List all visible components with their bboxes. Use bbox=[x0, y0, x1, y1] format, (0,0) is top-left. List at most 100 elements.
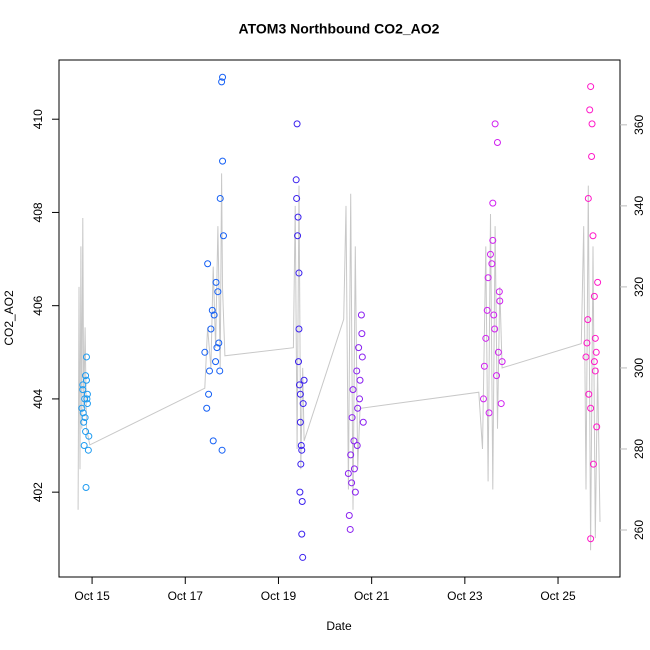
point bbox=[345, 511, 353, 519]
point bbox=[83, 400, 91, 408]
point bbox=[486, 250, 494, 258]
point bbox=[82, 483, 90, 491]
point bbox=[357, 311, 365, 319]
x-tick-label: Oct 17 bbox=[168, 589, 204, 603]
point bbox=[489, 199, 497, 207]
point bbox=[354, 404, 362, 412]
point bbox=[498, 358, 506, 366]
point bbox=[488, 260, 496, 268]
point bbox=[219, 73, 227, 81]
y2-tick-label: 320 bbox=[632, 277, 646, 297]
point bbox=[585, 390, 593, 398]
point bbox=[584, 316, 592, 324]
y-tick-label: 408 bbox=[31, 202, 45, 222]
point bbox=[588, 120, 596, 128]
point bbox=[299, 400, 307, 408]
point bbox=[348, 414, 356, 422]
point bbox=[80, 442, 88, 450]
point bbox=[484, 274, 492, 282]
point bbox=[205, 390, 213, 398]
point bbox=[483, 306, 491, 314]
x-tick-label: Oct 25 bbox=[540, 589, 576, 603]
point bbox=[300, 376, 308, 384]
point bbox=[591, 334, 599, 342]
y2-tick-label: 340 bbox=[632, 196, 646, 216]
point bbox=[350, 437, 358, 445]
point bbox=[489, 236, 497, 244]
point bbox=[584, 194, 592, 202]
x-tick-label: Oct 19 bbox=[261, 589, 297, 603]
point bbox=[294, 213, 302, 221]
point bbox=[347, 451, 355, 459]
y2-tick-label: 300 bbox=[632, 358, 646, 378]
point bbox=[353, 367, 361, 375]
point bbox=[356, 376, 364, 384]
point bbox=[589, 232, 597, 240]
point bbox=[214, 288, 222, 296]
point bbox=[80, 418, 88, 426]
point bbox=[495, 288, 503, 296]
point bbox=[587, 83, 595, 91]
point bbox=[496, 297, 504, 305]
point bbox=[588, 153, 596, 161]
point bbox=[295, 381, 303, 389]
point bbox=[355, 344, 363, 352]
point bbox=[83, 395, 91, 403]
plot-box bbox=[58, 59, 621, 578]
point bbox=[213, 344, 221, 352]
point bbox=[81, 414, 89, 422]
point bbox=[218, 78, 226, 86]
point bbox=[493, 372, 501, 380]
point bbox=[82, 428, 90, 436]
point bbox=[216, 367, 224, 375]
point bbox=[298, 446, 306, 454]
point bbox=[216, 194, 224, 202]
point bbox=[350, 465, 358, 473]
point bbox=[346, 525, 354, 533]
point bbox=[494, 348, 502, 356]
point bbox=[482, 334, 490, 342]
y-tick-label: 406 bbox=[31, 295, 45, 315]
point bbox=[298, 497, 306, 505]
point bbox=[79, 386, 87, 394]
point bbox=[82, 353, 90, 361]
point bbox=[219, 232, 227, 240]
point bbox=[485, 409, 493, 417]
point bbox=[480, 362, 488, 370]
y-tick-label: 410 bbox=[31, 109, 45, 129]
point bbox=[349, 386, 357, 394]
point bbox=[293, 120, 301, 128]
point bbox=[587, 535, 595, 543]
point bbox=[209, 437, 217, 445]
point bbox=[296, 390, 304, 398]
point bbox=[491, 120, 499, 128]
point bbox=[79, 381, 87, 389]
x-axis-label: Date bbox=[326, 619, 352, 633]
point bbox=[491, 325, 499, 333]
point bbox=[358, 353, 366, 361]
point bbox=[590, 358, 598, 366]
point bbox=[292, 176, 300, 184]
y-tick-label: 402 bbox=[31, 482, 45, 502]
y2-tick-label: 280 bbox=[632, 439, 646, 459]
point bbox=[497, 400, 505, 408]
point bbox=[215, 339, 223, 347]
point bbox=[344, 470, 352, 478]
point bbox=[219, 157, 227, 165]
point bbox=[479, 395, 487, 403]
y-axis-label: CO2_AO2 bbox=[2, 290, 16, 346]
point bbox=[212, 278, 220, 286]
point bbox=[587, 404, 595, 412]
point bbox=[490, 311, 498, 319]
point bbox=[586, 106, 594, 114]
point bbox=[82, 372, 90, 380]
chart-title: ATOM3 Northbound CO2_AO2 bbox=[239, 21, 440, 37]
x-tick-label: Oct 21 bbox=[354, 589, 390, 603]
point bbox=[493, 139, 501, 147]
point bbox=[207, 325, 215, 333]
line-series bbox=[77, 173, 601, 551]
point bbox=[293, 194, 301, 202]
y-tick-label: 404 bbox=[31, 389, 45, 409]
point bbox=[295, 325, 303, 333]
